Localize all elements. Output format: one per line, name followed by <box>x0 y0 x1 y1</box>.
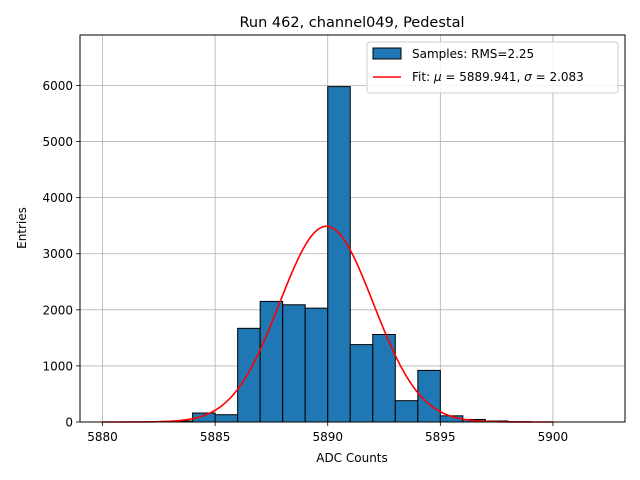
x-tick-label: 5900 <box>538 430 569 444</box>
y-tick-label: 2000 <box>42 303 73 317</box>
histogram-bar <box>259 300 284 423</box>
histogram-bars <box>147 86 531 423</box>
x-tick-label: 5895 <box>425 430 456 444</box>
fit-curve <box>102 225 553 423</box>
histogram-bar <box>214 414 239 423</box>
legend: Samples: RMS=2.25 Fit: μ = 5889.941, σ =… <box>366 41 619 94</box>
y-tick-label: 1000 <box>42 359 73 373</box>
histogram-bar <box>349 344 374 423</box>
y-tick-label: 5000 <box>42 135 73 149</box>
y-axis-ticks: 0 1000 2000 3000 4000 5000 6000 <box>42 79 80 430</box>
x-tick-label: 5885 <box>200 430 231 444</box>
histogram-bar <box>237 327 261 423</box>
legend-frame <box>366 41 619 94</box>
legend-histogram-label: Samples: RMS=2.25 <box>412 47 534 61</box>
legend-fit-label: Fit: μ = 5889.941, σ = 2.083 <box>412 70 584 84</box>
histogram-bar <box>304 307 329 423</box>
y-tick-label: 0 <box>65 416 73 430</box>
legend-fit-prefix: Fit: <box>412 70 434 84</box>
x-axis-ticks: 5880 5885 5890 5895 5900 <box>87 422 568 444</box>
legend-fit-sigma-value: = 2.083 <box>532 70 584 84</box>
y-tick-label: 3000 <box>42 247 73 261</box>
plot-frame <box>79 34 626 423</box>
x-tick-label: 5880 <box>87 430 118 444</box>
legend-fit-sigma-symbol: σ <box>524 70 532 84</box>
histogram-bar <box>394 400 419 423</box>
y-tick-label: 4000 <box>42 191 73 205</box>
legend-fit-mu-symbol: μ <box>433 70 442 84</box>
legend-histogram-swatch <box>372 47 402 60</box>
y-axis-label: Entries <box>15 207 29 249</box>
legend-fit-mu-value: = 5889.941, <box>442 70 525 84</box>
histogram-bar <box>282 304 306 423</box>
x-axis-label: ADC Counts <box>316 451 388 465</box>
histogram-bar <box>327 86 351 423</box>
x-tick-label: 5890 <box>312 430 343 444</box>
y-tick-label: 6000 <box>42 79 73 93</box>
chart-title: Run 462, channel049, Pedestal <box>239 15 464 31</box>
